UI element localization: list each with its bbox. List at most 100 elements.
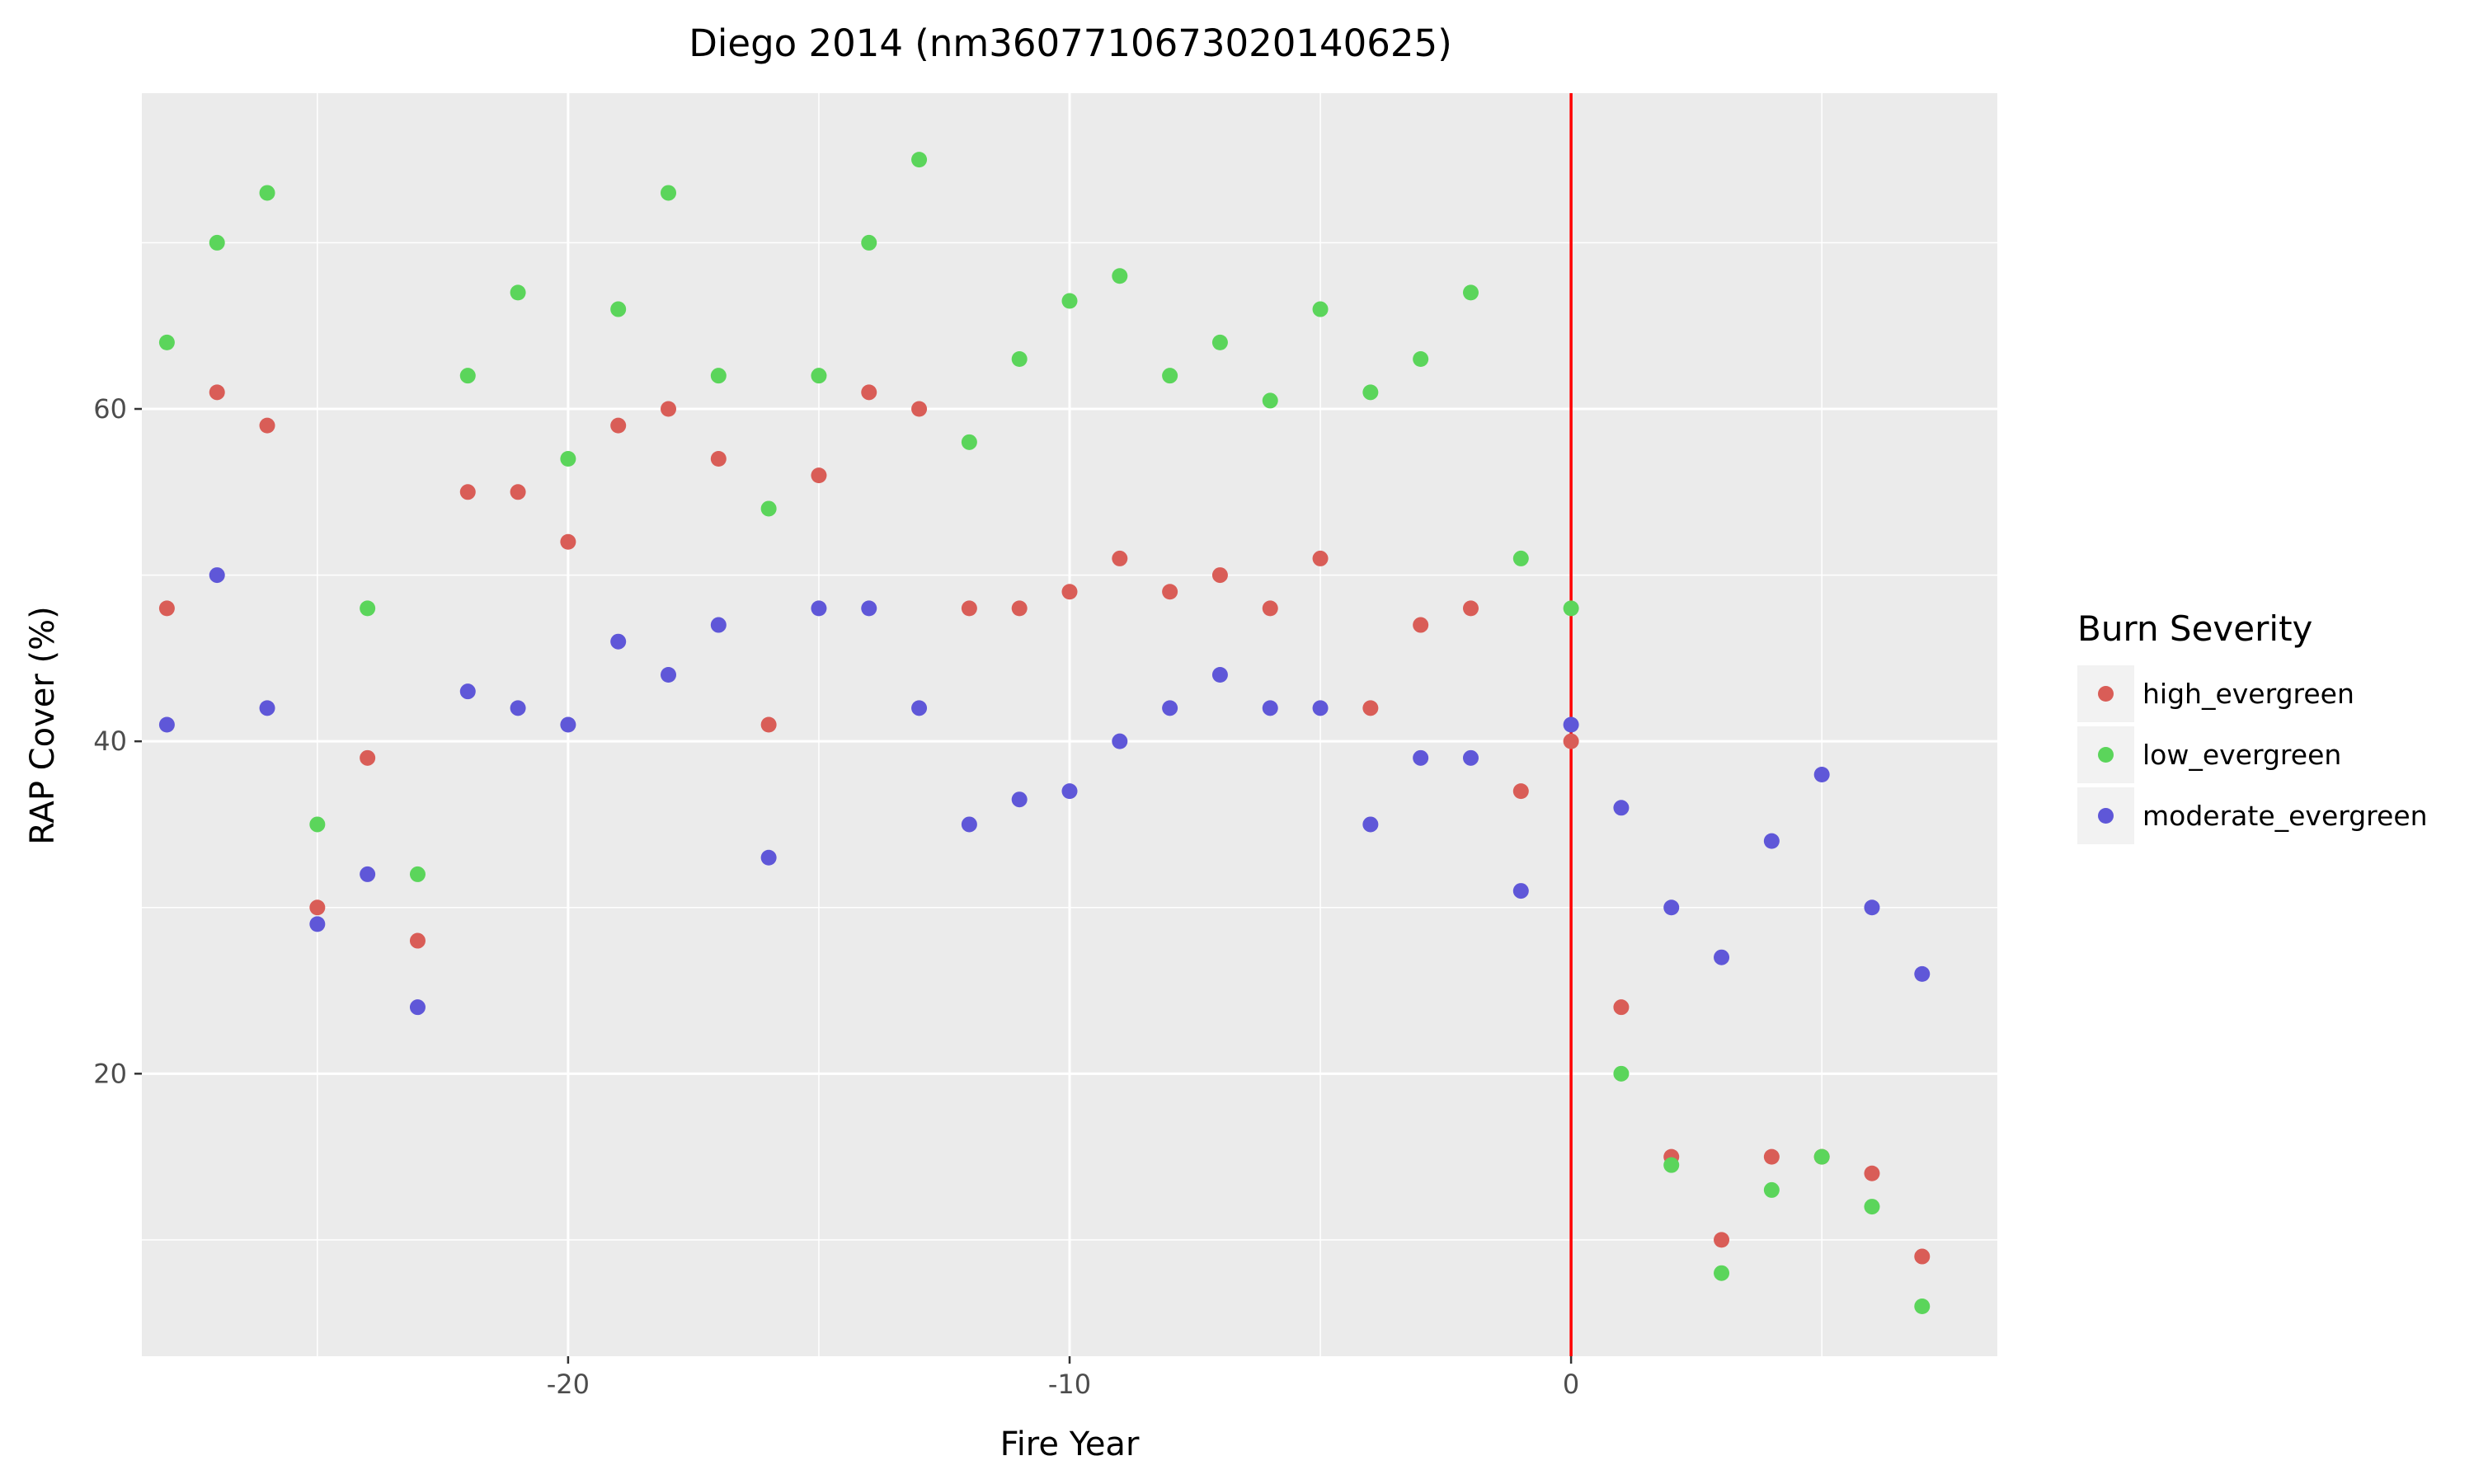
point-high_evergreen bbox=[1061, 584, 1078, 600]
legend: Burn Severity high_evergreen low_evergree… bbox=[2077, 608, 2428, 844]
x-axis-ticks: -20 -10 0 bbox=[547, 1356, 1579, 1400]
point-high_evergreen bbox=[961, 600, 977, 617]
point-moderate_evergreen bbox=[510, 700, 526, 716]
point-high_evergreen bbox=[911, 401, 928, 417]
point-low_evergreen bbox=[1112, 268, 1128, 284]
point-moderate_evergreen bbox=[710, 617, 727, 633]
point-low_evergreen bbox=[409, 866, 426, 882]
point-moderate_evergreen bbox=[1312, 700, 1329, 716]
point-moderate_evergreen bbox=[1512, 883, 1529, 899]
point-moderate_evergreen bbox=[209, 567, 225, 584]
point-moderate_evergreen bbox=[911, 700, 928, 716]
point-low_evergreen bbox=[1512, 550, 1529, 566]
y-axis-ticks: 20 40 60 bbox=[93, 393, 142, 1089]
point-low_evergreen bbox=[209, 234, 225, 251]
y-tick-label: 60 bbox=[93, 393, 127, 425]
legend-title: Burn Severity bbox=[2077, 608, 2312, 649]
point-moderate_evergreen bbox=[560, 716, 576, 733]
point-moderate_evergreen bbox=[1362, 816, 1379, 833]
point-moderate_evergreen bbox=[1462, 749, 1479, 766]
legend-label-moderate_evergreen: moderate_evergreen bbox=[2142, 800, 2428, 832]
point-high_evergreen bbox=[158, 600, 175, 617]
point-high_evergreen bbox=[1262, 600, 1278, 617]
point-high_evergreen bbox=[1714, 1232, 1730, 1248]
point-low_evergreen bbox=[811, 368, 827, 384]
point-low_evergreen bbox=[1211, 334, 1228, 350]
point-low_evergreen bbox=[1714, 1265, 1730, 1281]
point-low_evergreen bbox=[1813, 1148, 1830, 1165]
point-low_evergreen bbox=[459, 368, 476, 384]
point-low_evergreen bbox=[158, 334, 175, 350]
point-moderate_evergreen bbox=[1813, 766, 1830, 782]
point-moderate_evergreen bbox=[1763, 833, 1780, 849]
point-low_evergreen bbox=[1864, 1199, 1880, 1215]
point-moderate_evergreen bbox=[1563, 716, 1579, 733]
point-low_evergreen bbox=[861, 234, 877, 251]
point-low_evergreen bbox=[1413, 351, 1429, 368]
point-high_evergreen bbox=[360, 749, 376, 766]
point-high_evergreen bbox=[760, 716, 777, 733]
point-moderate_evergreen bbox=[360, 866, 376, 882]
point-moderate_evergreen bbox=[1663, 899, 1680, 916]
point-low_evergreen bbox=[1763, 1181, 1780, 1198]
point-low_evergreen bbox=[661, 185, 677, 201]
point-moderate_evergreen bbox=[1262, 700, 1278, 716]
point-high_evergreen bbox=[209, 384, 225, 401]
x-tick-label: 0 bbox=[1563, 1369, 1579, 1400]
point-high_evergreen bbox=[1362, 700, 1379, 716]
point-high_evergreen bbox=[661, 401, 677, 417]
point-moderate_evergreen bbox=[1914, 965, 1931, 982]
point-high_evergreen bbox=[510, 484, 526, 500]
point-moderate_evergreen bbox=[760, 849, 777, 866]
point-low_evergreen bbox=[1914, 1298, 1931, 1315]
point-moderate_evergreen bbox=[811, 600, 827, 617]
point-moderate_evergreen bbox=[1011, 791, 1028, 808]
point-low_evergreen bbox=[1563, 600, 1579, 617]
point-high_evergreen bbox=[1512, 783, 1529, 800]
point-moderate_evergreen bbox=[1211, 667, 1228, 683]
legend-items: high_evergreen low_evergreen moderate_ever… bbox=[2077, 665, 2428, 844]
point-high_evergreen bbox=[560, 533, 576, 550]
legend-label-low_evergreen: low_evergreen bbox=[2142, 739, 2341, 771]
legend-key-high_evergreen bbox=[2098, 686, 2114, 702]
point-moderate_evergreen bbox=[259, 700, 275, 716]
point-high_evergreen bbox=[1162, 584, 1178, 600]
legend-key-moderate_evergreen bbox=[2098, 808, 2114, 824]
point-high_evergreen bbox=[861, 384, 877, 401]
point-moderate_evergreen bbox=[409, 999, 426, 1016]
point-low_evergreen bbox=[961, 434, 977, 450]
point-high_evergreen bbox=[409, 932, 426, 949]
point-low_evergreen bbox=[1162, 368, 1178, 384]
point-moderate_evergreen bbox=[610, 633, 627, 650]
point-moderate_evergreen bbox=[861, 600, 877, 617]
point-high_evergreen bbox=[1112, 550, 1128, 566]
point-low_evergreen bbox=[1061, 293, 1078, 309]
point-low_evergreen bbox=[1613, 1065, 1630, 1082]
point-high_evergreen bbox=[259, 417, 275, 434]
point-low_evergreen bbox=[259, 185, 275, 201]
point-high_evergreen bbox=[1763, 1148, 1780, 1165]
point-high_evergreen bbox=[610, 417, 627, 434]
point-moderate_evergreen bbox=[1613, 800, 1630, 816]
point-high_evergreen bbox=[1914, 1248, 1931, 1265]
y-tick-label: 40 bbox=[93, 726, 127, 757]
chart-title: Diego 2014 (nm3607710673020140625) bbox=[689, 21, 1452, 65]
point-moderate_evergreen bbox=[1413, 749, 1429, 766]
point-moderate_evergreen bbox=[1714, 949, 1730, 965]
x-tick-label: -20 bbox=[547, 1369, 590, 1400]
point-moderate_evergreen bbox=[1061, 783, 1078, 800]
point-high_evergreen bbox=[1211, 567, 1228, 584]
legend-label-high_evergreen: high_evergreen bbox=[2142, 678, 2354, 710]
point-high_evergreen bbox=[1011, 600, 1028, 617]
point-low_evergreen bbox=[1262, 392, 1278, 409]
point-low_evergreen bbox=[911, 152, 928, 168]
point-high_evergreen bbox=[309, 899, 326, 916]
point-low_evergreen bbox=[610, 301, 627, 317]
data-points bbox=[158, 152, 1931, 1315]
y-axis-title: RAP Cover (%) bbox=[24, 606, 62, 844]
point-moderate_evergreen bbox=[661, 667, 677, 683]
y-tick-label: 20 bbox=[93, 1058, 127, 1089]
point-low_evergreen bbox=[1011, 351, 1028, 368]
x-axis-title: Fire Year bbox=[1000, 1425, 1140, 1463]
